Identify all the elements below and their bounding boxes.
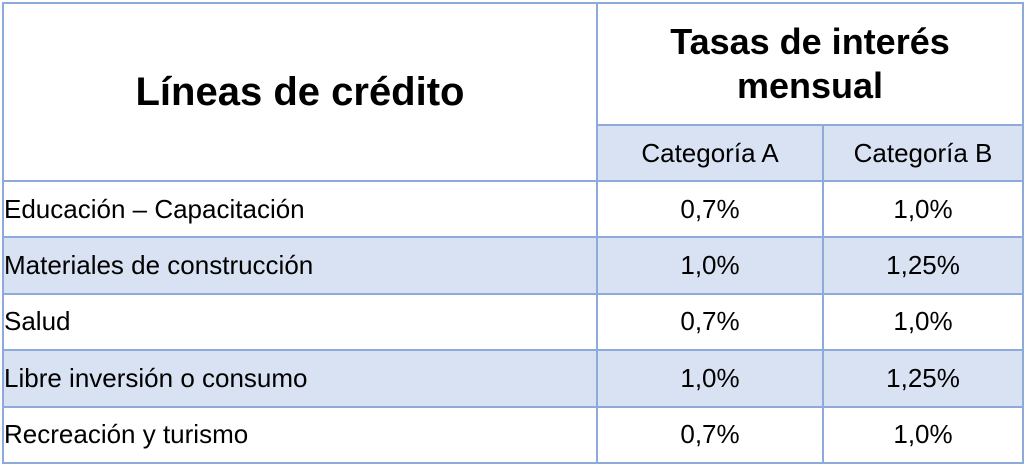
rate-a-cell: 1,0%: [596, 349, 824, 408]
rate-a-cell: 0,7%: [596, 292, 824, 352]
rate-b-cell: 1,0%: [821, 179, 1024, 239]
credit-line-cell: Salud: [2, 292, 598, 352]
category-b-header: Categoría B: [821, 124, 1024, 182]
credit-line-cell: Materiales de construcción: [2, 236, 598, 295]
table-row: Libre inversión o consumo 1,0% 1,25%: [2, 349, 1024, 408]
rate-b-cell: 1,0%: [821, 405, 1024, 465]
credit-line-cell: Educación – Capacitación: [2, 179, 598, 239]
table-row: Educación – Capacitación 0,7% 1,0%: [2, 179, 1024, 239]
rate-b-cell: 1,0%: [821, 292, 1024, 352]
category-a-header: Categoría A: [596, 124, 824, 182]
credit-line-cell: Recreación y turismo: [2, 405, 598, 465]
credit-lines-header: Líneas de crédito: [2, 2, 598, 182]
rate-b-cell: 1,25%: [821, 349, 1024, 408]
rate-a-cell: 0,7%: [596, 405, 824, 465]
monthly-rates-header: Tasas de interés mensual: [595, 2, 1024, 126]
rate-b-cell: 1,25%: [821, 236, 1024, 295]
credit-line-cell: Libre inversión o consumo: [2, 349, 598, 408]
table-row: Materiales de construcción 1,0% 1,25%: [2, 236, 1024, 295]
rate-a-cell: 0,7%: [596, 179, 824, 239]
table-row: Recreación y turismo 0,7% 1,0%: [2, 405, 1024, 465]
table-row: Salud 0,7% 1,0%: [2, 292, 1024, 352]
rate-a-cell: 1,0%: [596, 236, 824, 295]
